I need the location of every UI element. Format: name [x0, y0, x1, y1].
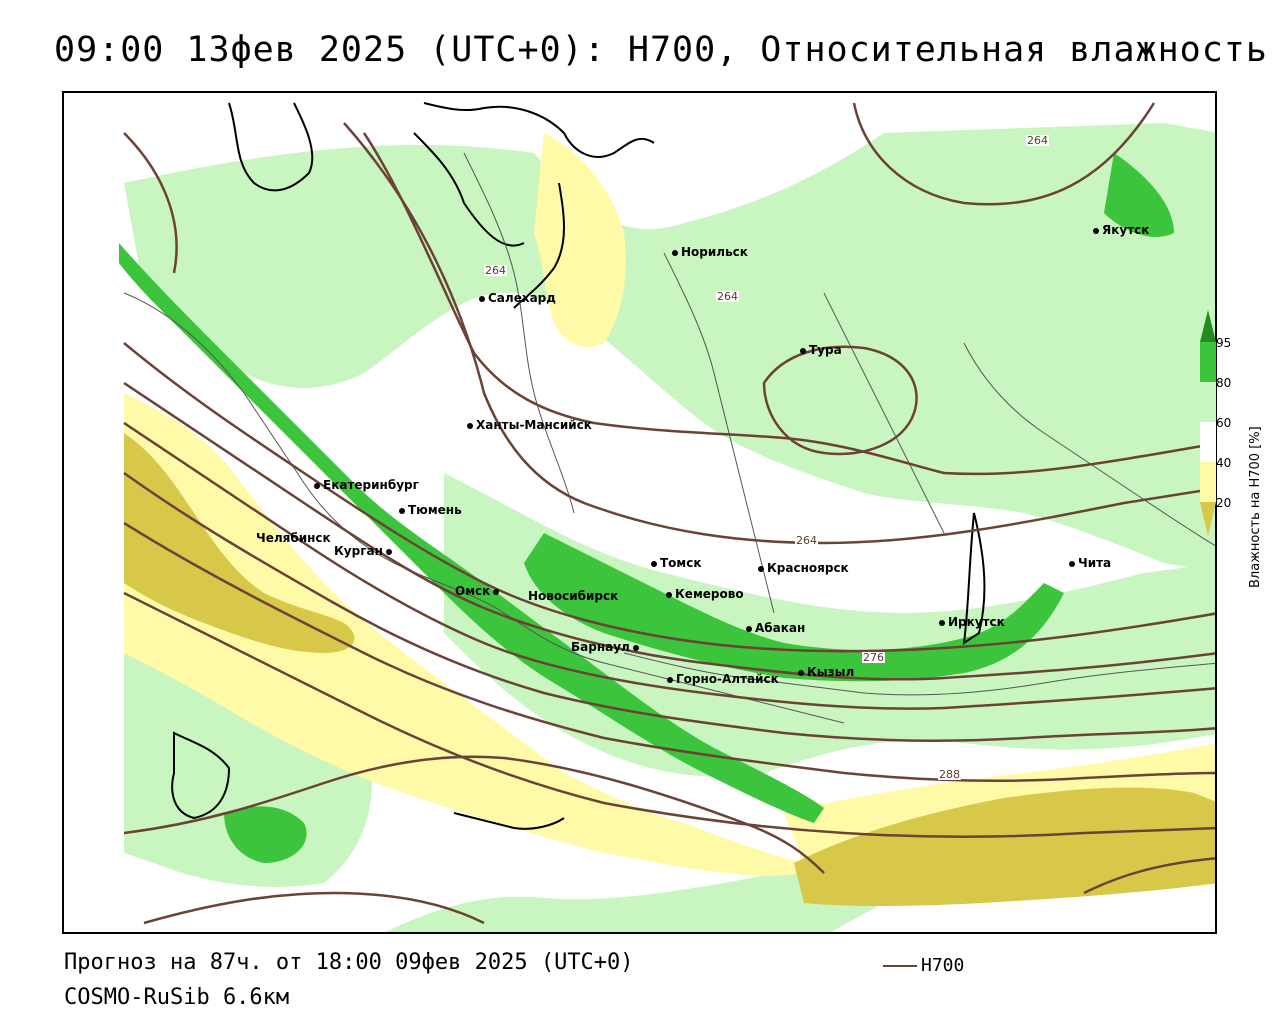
city-dot	[758, 565, 764, 572]
legend-swatch-20	[1200, 502, 1216, 536]
city-dot	[467, 422, 473, 429]
city-dot	[800, 347, 806, 354]
contour-key: H700	[883, 955, 964, 976]
admin-borders	[123, 152, 1215, 724]
h700-contours	[123, 102, 1215, 925]
city-label: Горно-Алтайск	[667, 673, 779, 685]
city-label: Томск	[651, 557, 702, 569]
map-svg	[119, 102, 1215, 932]
chart-title: 09:00 13фев 2025 (UTC+0): H700, Относите…	[54, 30, 1268, 70]
city-dot	[746, 625, 752, 632]
city-dot	[939, 619, 945, 626]
city-dot	[1093, 227, 1099, 234]
city-dot	[399, 507, 405, 514]
city-dot	[667, 676, 673, 683]
city-label: Барнаул	[571, 641, 642, 653]
city-dot	[632, 644, 639, 651]
city-label: Курган	[334, 545, 395, 557]
legend-label: Влажность на H700 [%]	[1248, 426, 1263, 588]
city-dot	[385, 548, 392, 555]
legend-tick: 20	[1216, 496, 1232, 510]
city-dot	[672, 249, 678, 256]
city-label: Иркутск	[939, 616, 1005, 628]
city-label: Тура	[800, 344, 842, 356]
coastlines	[171, 102, 986, 830]
city-dot	[493, 588, 500, 595]
city-label: Тюмень	[399, 504, 462, 516]
city-label: Екатеринбург	[314, 479, 419, 491]
legend-colorbar	[1200, 310, 1216, 536]
contour-label: 276	[862, 651, 885, 664]
legend-tick: 60	[1216, 416, 1232, 430]
city-dot	[479, 295, 485, 302]
city-dot	[314, 482, 320, 489]
humidity-legend: 95 80 60 40 20 Влажность на H700 [%]	[1200, 300, 1280, 588]
map-panel: 264 264 264 264 276 288 Якутск Норильск …	[62, 91, 1217, 934]
contour-label: 264	[1026, 134, 1049, 147]
city-dot	[666, 591, 672, 598]
city-label: Омск	[455, 585, 502, 597]
city-label: Кемерово	[666, 588, 744, 600]
city-label: Норильск	[672, 246, 748, 258]
city-label: Чита	[1069, 557, 1111, 569]
contour-key-line	[883, 965, 917, 967]
contour-label: 264	[795, 534, 818, 547]
city-label: Салехард	[479, 292, 556, 304]
legend-tick: 95	[1216, 336, 1232, 350]
city-label: Кызыл	[798, 666, 854, 678]
city-dot	[1069, 560, 1075, 567]
city-label: Челябинск	[256, 531, 331, 545]
city-label: Абакан	[746, 622, 805, 634]
legend-swatch-60	[1200, 382, 1216, 422]
contour-label: 264	[484, 264, 507, 277]
city-label: Красноярск	[758, 562, 849, 574]
contour-label: 264	[716, 290, 739, 303]
humidity-80-95-areas	[119, 153, 1174, 863]
city-dot	[651, 560, 657, 567]
city-dot	[798, 669, 804, 676]
legend-tick: 40	[1216, 456, 1232, 470]
city-label: Якутск	[1093, 224, 1149, 236]
model-name: COSMO-RuSib 6.6км	[64, 985, 290, 1010]
city-label: Новосибирск	[528, 589, 619, 603]
legend-swatch-40	[1200, 462, 1216, 502]
contour-label: 288	[938, 768, 961, 781]
city-label: Ханты-Мансийск	[467, 419, 592, 431]
legend-swatch-80	[1200, 342, 1216, 382]
legend-swatch-95	[1200, 310, 1216, 342]
humidity-below-20-areas	[124, 433, 1215, 907]
legend-tick: 80	[1216, 376, 1232, 390]
forecast-info: Прогноз на 87ч. от 18:00 09фев 2025 (UTC…	[64, 950, 634, 975]
